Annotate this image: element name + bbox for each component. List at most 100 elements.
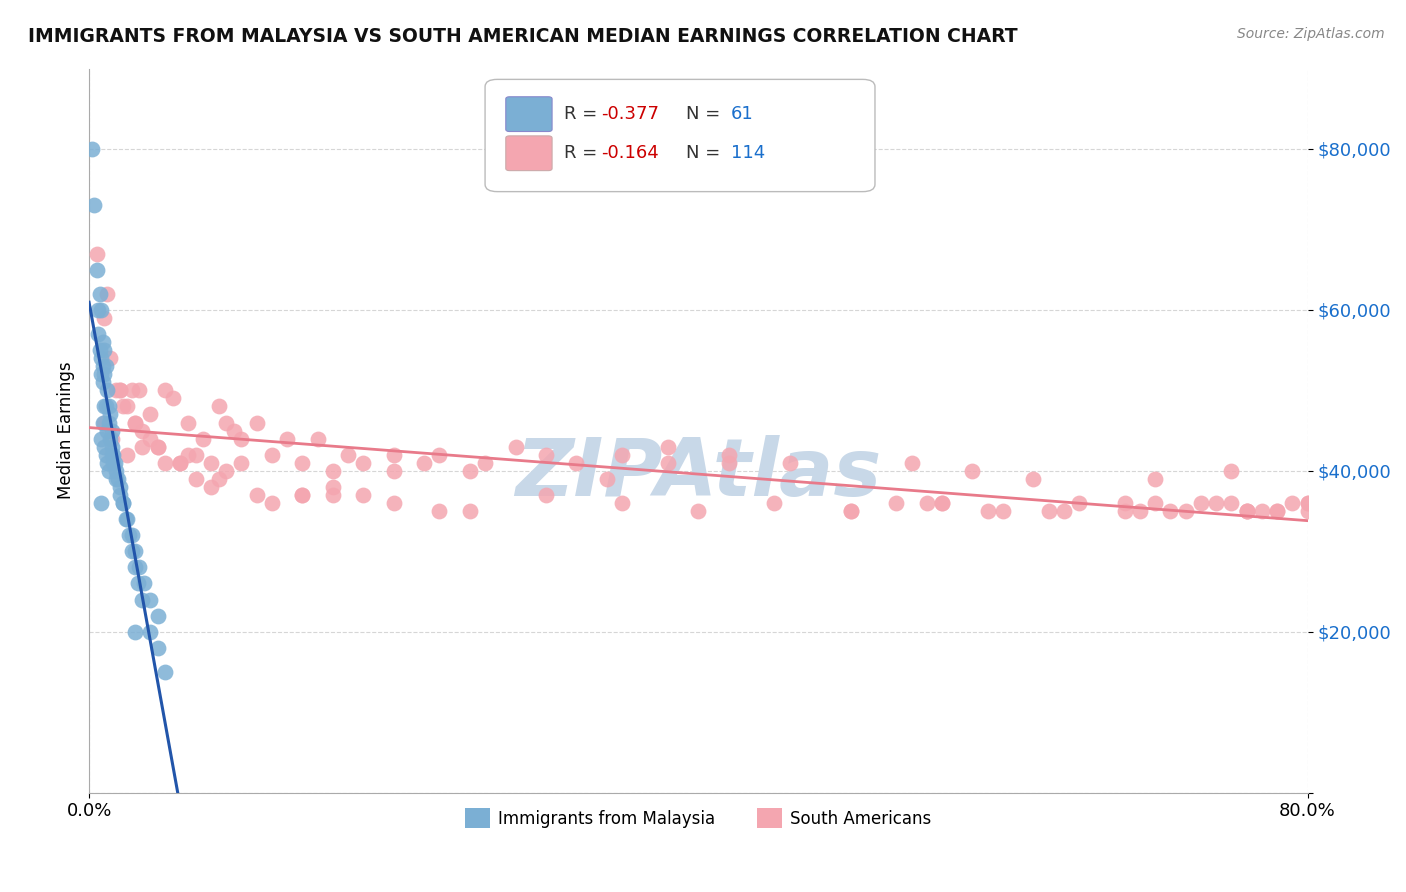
Legend: Immigrants from Malaysia, South Americans: Immigrants from Malaysia, South American… [458,801,938,835]
Point [115,512,138,526]
Text: -0.377: -0.377 [600,105,659,123]
Point [90,302,112,317]
Point [124,416,146,430]
Point [90,432,112,446]
Point [1236,504,1258,518]
Point [1250,504,1272,518]
Point [108,384,131,398]
Point [90,351,112,366]
Point [779,456,801,470]
Point [114,512,136,526]
Point [139,624,162,639]
Point [1281,496,1303,510]
Point [1114,504,1136,518]
Point [991,504,1014,518]
Point [534,448,557,462]
Point [1236,504,1258,518]
Point [207,400,229,414]
Point [200,456,222,470]
Point [82,142,104,156]
Point [131,592,153,607]
Point [1220,464,1243,478]
Point [717,448,740,462]
FancyBboxPatch shape [506,96,553,131]
Point [108,480,131,494]
Point [118,528,141,542]
Point [207,472,229,486]
Point [177,448,200,462]
Point [1296,504,1319,518]
Point [1144,472,1167,486]
Point [127,576,149,591]
Point [763,496,786,510]
Point [103,456,125,470]
Y-axis label: Median Earnings: Median Earnings [58,362,75,500]
Point [352,456,374,470]
Point [1296,496,1319,510]
Point [231,432,253,446]
Point [111,496,134,510]
Point [91,376,114,390]
Point [124,560,146,574]
Point [146,608,169,623]
Point [86,262,108,277]
Point [474,456,496,470]
Point [94,400,117,414]
Point [976,504,998,518]
Point [200,480,222,494]
Point [1114,496,1136,510]
Point [96,286,118,301]
Point [1038,504,1060,518]
Point [139,432,162,446]
Point [93,416,115,430]
Text: 61: 61 [731,105,754,123]
Point [139,592,162,607]
Point [1296,496,1319,510]
Point [931,496,953,510]
Point [101,432,124,446]
Point [322,488,344,502]
Point [231,456,253,470]
Point [413,456,436,470]
Point [962,464,984,478]
Point [93,400,115,414]
Point [100,408,122,422]
Point [839,504,862,518]
Point [429,448,451,462]
FancyBboxPatch shape [485,79,875,192]
Point [155,384,177,398]
Point [101,440,124,454]
Point [100,432,122,446]
Point [246,416,269,430]
Point [87,302,110,317]
Point [96,424,118,438]
Point [121,528,143,542]
Point [97,400,120,414]
Point [105,384,128,398]
Point [93,310,115,325]
Point [222,424,245,438]
Point [1022,472,1045,486]
Point [458,504,481,518]
Point [169,456,191,470]
Point [184,448,207,462]
Point [131,424,153,438]
Point [131,440,153,454]
Point [1067,496,1090,510]
Point [458,464,481,478]
Point [884,496,907,510]
FancyBboxPatch shape [506,136,553,170]
Point [352,488,374,502]
Point [103,448,125,462]
Point [101,424,124,438]
Point [94,448,117,462]
Point [101,448,124,462]
Point [429,504,451,518]
Point [124,416,146,430]
Point [1053,504,1076,518]
Point [610,448,633,462]
Point [657,456,679,470]
Point [155,456,177,470]
Point [115,400,138,414]
Point [915,496,938,510]
